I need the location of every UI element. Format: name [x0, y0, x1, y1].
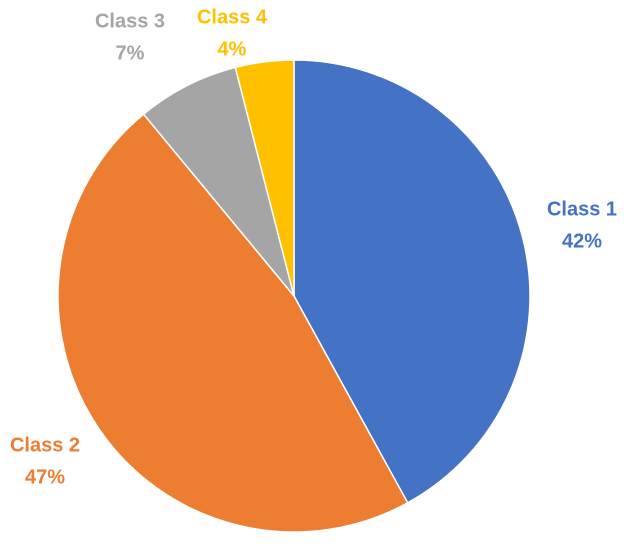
slice-category-label: Class 3	[95, 10, 165, 32]
slice-category-label: Class 2	[10, 434, 80, 456]
pie-slice	[57, 113, 409, 533]
slice-category-label: Class 1	[547, 198, 617, 220]
pie-slice	[142, 66, 295, 297]
slice-value-label: 4%	[218, 38, 247, 60]
pie-slice	[234, 59, 295, 297]
slice-value-label: 42%	[562, 230, 602, 252]
slice-value-label: 47%	[25, 466, 65, 488]
slice-category-label: Class 4	[197, 6, 268, 28]
slice-value-label: 7%	[116, 42, 145, 64]
pie-slice	[293, 59, 531, 504]
